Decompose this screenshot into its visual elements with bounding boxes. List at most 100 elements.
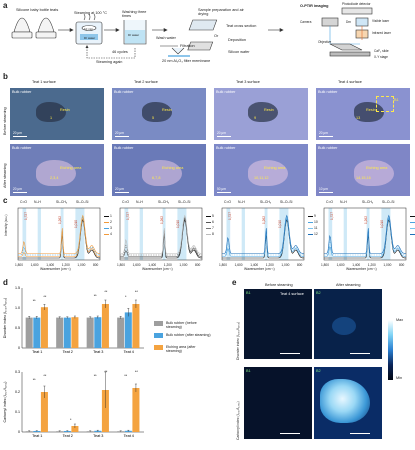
legend-label: 11 bbox=[314, 226, 318, 230]
bar-charts: 0 0.5 1.0 1.5 Disorder index (I₁₀₁₀/I₁₂₆₂) Te… bbox=[3, 286, 144, 438]
sample-feature bbox=[36, 102, 66, 122]
x-tick-label: 1,200 bbox=[163, 262, 172, 267]
category-label: Teat 4 bbox=[124, 350, 134, 354]
band-label: Si–CH₃ bbox=[158, 200, 170, 204]
band-label: Si–CH₃ bbox=[362, 200, 374, 204]
caf2-label: CaF₂ slide bbox=[374, 49, 389, 53]
legend-label: 3 bbox=[110, 226, 112, 230]
or-label: Or bbox=[214, 34, 219, 38]
peak-label: 1,727 bbox=[24, 212, 28, 220]
bar bbox=[132, 304, 140, 348]
spectra-xlabel: Wavenumber (cm⁻¹) bbox=[142, 267, 173, 271]
peak-label: 1,262 bbox=[58, 216, 62, 224]
band-label: N–H bbox=[340, 200, 347, 204]
micrograph-col-title: Teat 1 surface bbox=[32, 80, 56, 84]
error-bar bbox=[89, 316, 92, 319]
significance-marker: ** bbox=[33, 378, 36, 382]
band-label: Si–CH₃ bbox=[260, 200, 272, 204]
spectrum-series bbox=[222, 219, 305, 259]
micrograph-before: Bulk rubber Resin 5 20 μm bbox=[112, 88, 206, 140]
inset-label: B1 bbox=[394, 98, 399, 102]
micrograph-after: Bulk rubber Etching area 14,15,16 10 μm bbox=[316, 144, 410, 196]
silicon-wafer-label: Silicon wafer bbox=[228, 50, 250, 54]
band-highlight bbox=[226, 208, 231, 260]
legend-label-before: Bulk rubber (before steaming) bbox=[166, 321, 197, 329]
legend-label: 6 bbox=[212, 220, 214, 224]
steaming-label: Steaming at 100 °C bbox=[74, 11, 107, 15]
micrograph-after: Bulk rubber Etching area 6,7,8 20 μm bbox=[112, 144, 206, 196]
bottle-icon bbox=[11, 17, 57, 39]
xy-stage-label: X-Y stage bbox=[374, 55, 388, 59]
x-tick-label: 1,800 bbox=[117, 262, 125, 267]
legend-swatch bbox=[206, 234, 211, 235]
etching-area-label: Etching area bbox=[366, 166, 388, 170]
colorbar bbox=[388, 320, 393, 380]
map-teat-label: Teat 4 surface bbox=[280, 292, 304, 296]
peak-label: 1,727 bbox=[330, 212, 334, 220]
legend-swatch-after bbox=[154, 333, 163, 338]
error-bar bbox=[35, 430, 38, 432]
band-highlight bbox=[343, 208, 347, 260]
error-bar bbox=[104, 299, 107, 308]
error-bar bbox=[119, 430, 122, 432]
legend-label: 2 bbox=[110, 220, 112, 224]
error-bar bbox=[43, 304, 46, 310]
steaming-dish-label: DI water bbox=[84, 36, 96, 40]
spectrum-series bbox=[120, 219, 203, 259]
legend-label-etch: Etching area (after steaming) bbox=[166, 345, 196, 353]
dm-label: Dm bbox=[346, 20, 351, 24]
spectra-xlabel: Wavenumber (cm⁻¹) bbox=[40, 267, 71, 271]
legend-swatch-before bbox=[154, 321, 163, 326]
steaming-time: 10 min bbox=[84, 27, 94, 31]
error-bar bbox=[58, 316, 61, 319]
workflow-drawing bbox=[11, 7, 373, 59]
measurement-points: 1 bbox=[50, 116, 53, 120]
wash-water-label: DI water bbox=[128, 33, 140, 37]
spectrum-series bbox=[120, 214, 203, 254]
map-disorder-after: B2 bbox=[314, 289, 382, 359]
spectrum-series bbox=[120, 217, 203, 257]
bar bbox=[94, 317, 102, 348]
legend-label-after: Bulk rubber (after steaming) bbox=[166, 333, 211, 337]
inset-box bbox=[376, 96, 394, 112]
legend-label: 4 bbox=[110, 232, 112, 236]
measurement-points: 13 bbox=[356, 116, 361, 120]
x-tick-label: 1,000 bbox=[179, 262, 188, 267]
significance-marker: ** bbox=[43, 374, 46, 378]
x-tick-label: 1,400 bbox=[46, 262, 55, 267]
filter-membrane-label: 20 nm Al₂O₃ filter membrane bbox=[162, 59, 211, 63]
y-tick-label: 0 bbox=[18, 346, 20, 350]
spectra-xlabel: Wavenumber (cm⁻¹) bbox=[346, 267, 377, 271]
spectrum-plot bbox=[119, 207, 203, 261]
bar bbox=[117, 317, 125, 348]
peak-label: 1,010 bbox=[176, 220, 180, 228]
x-tick-label: 1,200 bbox=[265, 262, 274, 267]
legend-swatch bbox=[104, 216, 109, 217]
scale-label: 10 μm bbox=[319, 187, 328, 191]
scale-bar bbox=[217, 192, 231, 193]
significance-marker: ** bbox=[94, 374, 97, 378]
bottles-label: Silicone baby bottle teats bbox=[16, 8, 59, 12]
optir-instrument-icon bbox=[321, 7, 373, 57]
resin-label: Resin bbox=[60, 108, 70, 112]
x-tick-label: 1,200 bbox=[367, 262, 376, 267]
error-bar bbox=[104, 371, 107, 408]
map-row1-label: Disorder index (I₁₀₁₀/I₁₂₆₂) bbox=[236, 321, 240, 360]
row-after-label: After steaming bbox=[3, 163, 7, 188]
y-tick-label: 0.3 bbox=[15, 370, 20, 374]
measurement-points: 14,15,16 bbox=[356, 176, 371, 180]
error-bar bbox=[96, 315, 99, 319]
legend-label: 8 bbox=[212, 232, 214, 236]
bar bbox=[124, 312, 132, 348]
peak-label: 1,262 bbox=[262, 216, 266, 224]
band-highlight bbox=[22, 208, 27, 260]
spectrum-series bbox=[18, 214, 101, 254]
map-col-after: After steaming bbox=[336, 283, 361, 287]
band-label: N–H bbox=[136, 200, 143, 204]
y-tick-label: 0.5 bbox=[15, 326, 20, 330]
micrograph-before: Bulk rubber Resin 9 20 μm bbox=[214, 88, 308, 140]
map-tag: B1 bbox=[246, 369, 251, 373]
scale-bar bbox=[350, 433, 370, 434]
sample-feature bbox=[248, 160, 288, 186]
scale-label: 20 μm bbox=[13, 187, 22, 191]
